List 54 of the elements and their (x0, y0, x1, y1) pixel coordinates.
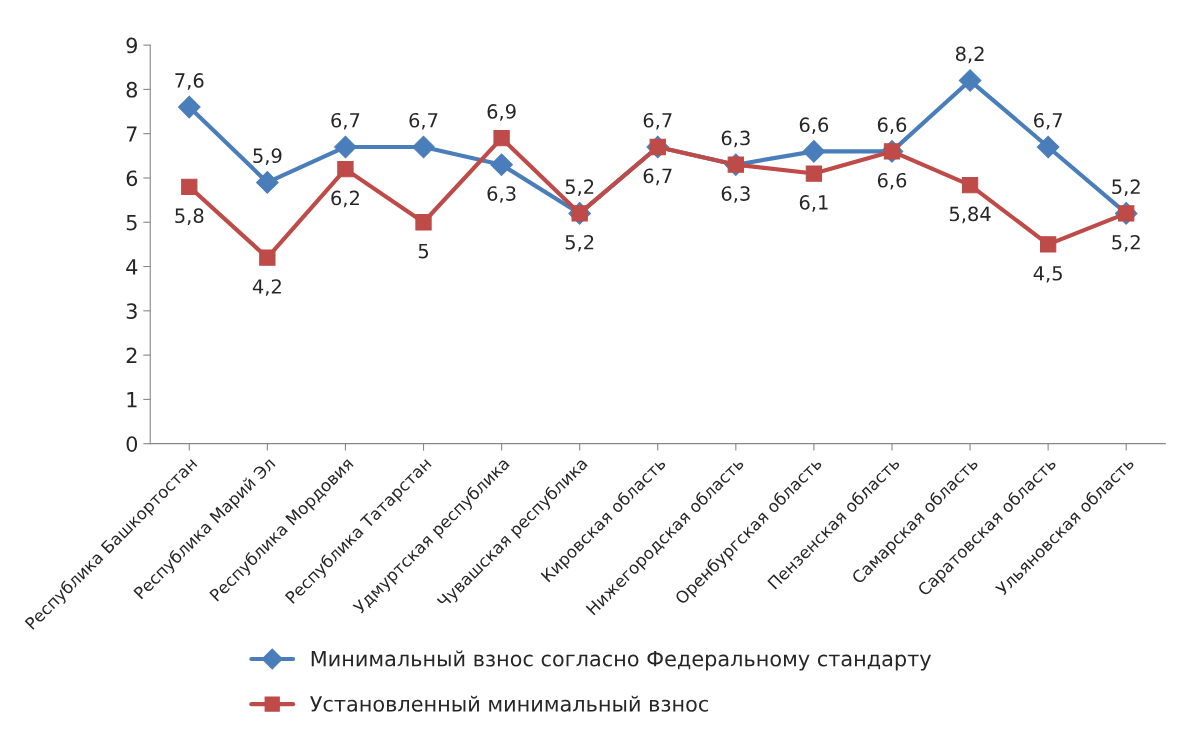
data-label: 5,2 (565, 179, 594, 197)
y-tick-label: 2 (126, 347, 137, 364)
data-label: 6,6 (799, 117, 829, 135)
data-label: 6,3 (721, 186, 750, 203)
data-label: 6,2 (331, 190, 359, 208)
data-label: 5,2 (565, 234, 594, 252)
y-tick-label: 3 (126, 303, 137, 320)
point (256, 171, 279, 194)
point (961, 176, 979, 194)
point (177, 95, 201, 119)
y-tick-label: 8 (126, 81, 138, 98)
point (805, 165, 823, 182)
data-label: 7,6 (175, 73, 204, 90)
data-label: 5,2 (1112, 179, 1140, 197)
y-tick-label: 0 (126, 436, 138, 452)
point (259, 249, 276, 266)
data-label: 6,7 (643, 112, 672, 130)
point (1036, 135, 1060, 159)
point (958, 69, 982, 92)
y-tick-label: 5 (126, 214, 137, 231)
data-label: 4,5 (1033, 266, 1062, 283)
y-tick-label: 7 (126, 126, 137, 142)
point (412, 135, 435, 159)
y-tick-label: 9 (126, 37, 137, 54)
data-label: 5,2 (1112, 234, 1140, 252)
y-tick-label: 4 (126, 259, 138, 275)
point (415, 214, 432, 231)
data-label: 5,84 (949, 206, 991, 224)
data-label: 6,1 (799, 195, 828, 212)
point (337, 160, 354, 178)
point (490, 153, 513, 177)
y-tick-label: 6 (126, 170, 138, 187)
data-label: 6,9 (487, 104, 516, 121)
data-label: 6,6 (877, 117, 907, 135)
point (181, 178, 198, 195)
data-label: 8,2 (955, 46, 984, 64)
point (1039, 236, 1057, 253)
point (334, 135, 357, 159)
y-tick-label: 1 (127, 392, 137, 408)
data-label: 5 (418, 244, 428, 259)
data-label: 4,2 (252, 279, 281, 296)
data-label: 6,7 (409, 112, 438, 130)
data-label: 5,8 (175, 208, 204, 226)
data-label: 6,7 (331, 112, 360, 130)
data-label: 6,3 (721, 130, 750, 148)
legend-label: Минимальный взнос согласно Федеральному стандарту (311, 650, 931, 671)
legend-label: Установленный минимальный взнос (310, 695, 709, 712)
data-label: 6,6 (877, 172, 907, 190)
point (802, 140, 826, 163)
data-label: 6,7 (1034, 112, 1062, 130)
point (493, 129, 510, 147)
data-label: 6,3 (487, 186, 516, 203)
data-label: 6,7 (643, 168, 672, 186)
data-label: 5,9 (253, 148, 282, 166)
